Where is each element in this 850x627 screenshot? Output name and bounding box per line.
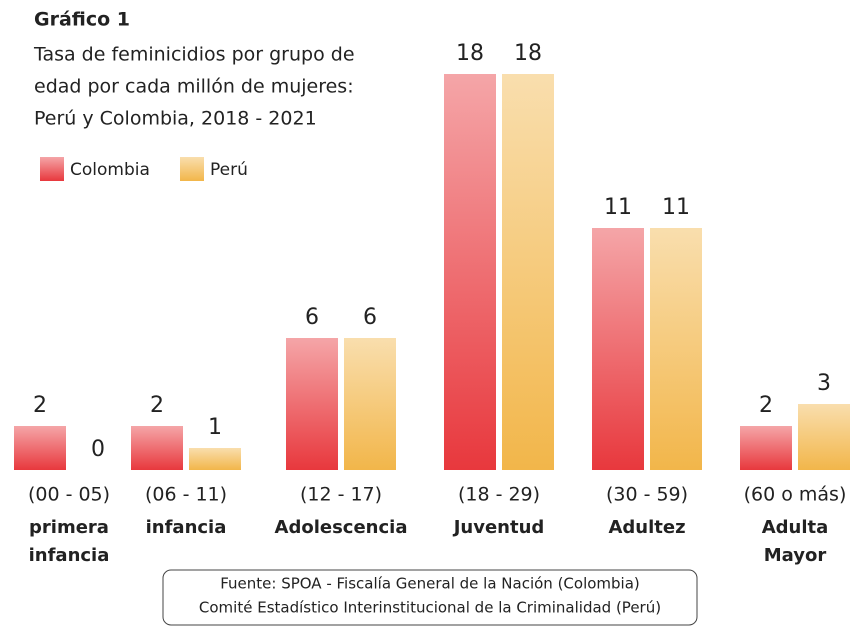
x-tick-label: (60 o más) [744,484,847,506]
value-label: 3 [817,371,831,396]
value-label: 2 [33,393,47,418]
value-label: 11 [604,195,632,220]
chart-heading: Gráfico 1 [34,9,130,31]
bar [14,426,66,470]
value-label: 6 [363,305,377,330]
x-tick-label: (12 - 17) [300,484,382,506]
group-label: Adultez [608,517,685,538]
group-label: Juventud [452,517,545,538]
bar [189,448,241,470]
group-label: primera [29,517,109,538]
group-label: infancia [29,545,110,566]
value-label: 18 [456,41,484,66]
x-tick-label: (30 - 59) [606,484,688,506]
x-tick-label: (18 - 29) [458,484,540,506]
legend-label: Perú [210,160,248,180]
value-label: 11 [662,195,690,220]
value-label: 18 [514,41,542,66]
bar [592,228,644,470]
x-tick-label: (06 - 11) [145,484,227,506]
bar [131,426,183,470]
legend-swatch [40,157,64,181]
group-label: Mayor [764,545,827,566]
bar [798,404,850,470]
chart-title: edad por cada millón de mujeres: [34,76,354,98]
bar [502,74,554,470]
chart-title: Perú y Colombia, 2018 - 2021 [34,108,317,130]
legend-swatch [180,157,204,181]
group-label: Adulta [762,517,829,538]
bar [740,426,792,470]
value-label: 6 [305,305,319,330]
bar [650,228,702,470]
x-tick-label: (00 - 05) [28,484,110,506]
chart-title: Tasa de feminicidios por grupo de [33,44,355,66]
value-label: 2 [150,393,164,418]
source: Comité Estadístico Interinstitucional de… [199,599,661,617]
bar [344,338,396,470]
group-label: infancia [146,517,227,538]
value-label: 0 [91,437,105,462]
bar [286,338,338,470]
legend-label: Colombia [70,160,150,180]
source-box [162,569,698,626]
group-label: Adolescencia [275,517,408,538]
value-label: 2 [759,393,773,418]
value-label: 1 [208,415,222,440]
source: Fuente: SPOA - Fiscalía General de la Na… [220,575,640,593]
bar [444,74,496,470]
